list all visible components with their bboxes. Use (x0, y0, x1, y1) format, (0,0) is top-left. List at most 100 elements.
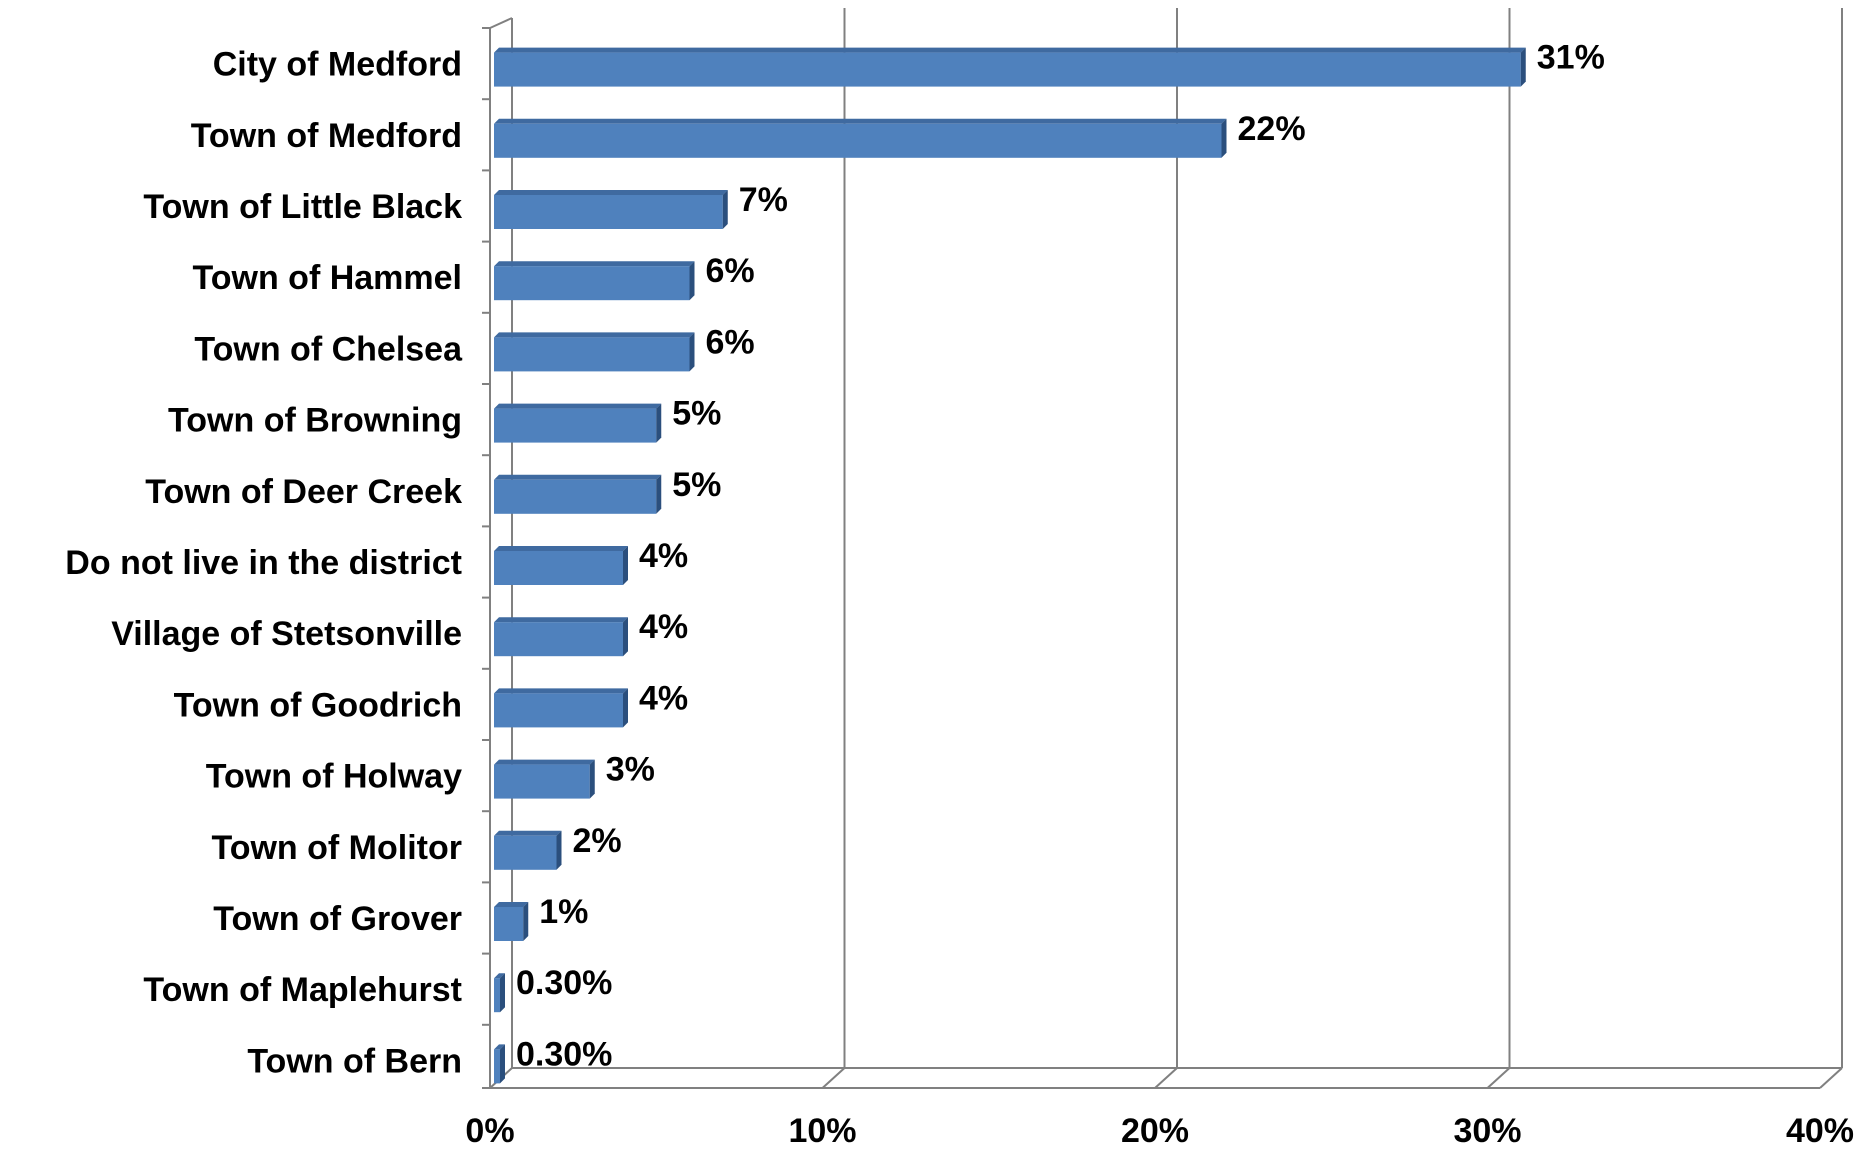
bar-side-face (623, 617, 628, 657)
category-label: Town of Chelsea (194, 330, 463, 368)
bar-front-face (494, 52, 1521, 87)
bar (494, 688, 628, 728)
bar-front-face (494, 693, 623, 728)
bar-front-face (494, 764, 590, 799)
data-label: 7% (739, 181, 788, 219)
data-label: 3% (606, 751, 655, 789)
bar-top-face (494, 47, 1526, 53)
bar (494, 190, 728, 229)
data-label: 31% (1537, 39, 1605, 77)
data-label: 0.30% (516, 964, 612, 1002)
bar (494, 830, 562, 870)
bar-side-face (589, 759, 595, 799)
data-label: 6% (706, 323, 755, 361)
bar-side-face (500, 1044, 505, 1084)
data-label: 2% (573, 822, 622, 860)
category-label: Town of Grover (213, 900, 462, 938)
bar-front-face (494, 551, 623, 585)
bar-front-face (494, 266, 690, 301)
x-tick-label: 20% (1121, 1112, 1189, 1150)
bar-top-face (494, 546, 628, 551)
bar-top-face (494, 261, 695, 267)
bar (494, 474, 662, 514)
bar-top-face (494, 830, 562, 836)
bar-front-face (494, 195, 723, 229)
category-label: Town of Little Black (143, 188, 462, 226)
bar-top-face (494, 973, 505, 979)
bar (494, 118, 1227, 158)
data-label: 22% (1238, 110, 1306, 148)
labels: 0% 10% 20% 30% 40% 31% City of Medford 22% Town … (65, 39, 1854, 1150)
bar-top-face (494, 332, 695, 338)
bar (494, 973, 505, 1013)
bar-front-face (494, 1049, 500, 1084)
category-label: Village of Stetsonville (111, 615, 462, 653)
bar (494, 759, 595, 799)
floor-diagonal (1486, 1067, 1511, 1089)
category-label: City of Medford (213, 46, 462, 84)
bar (494, 47, 1526, 87)
bar (494, 1044, 505, 1084)
bar-side-face (623, 688, 628, 728)
bar-top-face (494, 474, 662, 480)
category-label: Do not live in the district (65, 544, 462, 582)
bar-top-face (494, 688, 628, 694)
bar-side-face (689, 332, 695, 372)
category-label: Town of Medford (191, 117, 462, 155)
bar (494, 546, 628, 585)
category-label: Town of Browning (168, 402, 462, 440)
bar (494, 403, 662, 443)
bar-side-face (523, 902, 529, 941)
bar-top-face (494, 617, 628, 623)
bar-front-face (494, 835, 557, 870)
bar-side-face (689, 261, 695, 301)
data-label: 5% (672, 395, 721, 433)
category-label: Town of Hammel (193, 259, 463, 297)
bar-side-face (656, 403, 662, 443)
bar-side-face (623, 546, 628, 585)
bar-side-face (500, 973, 505, 1013)
bar-front-face (494, 408, 657, 443)
bar-front-face (494, 479, 657, 514)
bar-top-face (494, 403, 662, 409)
data-label: 4% (639, 679, 688, 717)
bar-front-face (494, 337, 690, 372)
bar-front-face (494, 622, 623, 657)
y-axis-top-diagonal (489, 17, 513, 29)
data-label: 6% (706, 252, 755, 290)
bar (494, 902, 529, 941)
category-label: Town of Deer Creek (145, 473, 462, 511)
bar-top-face (494, 1044, 505, 1050)
data-label: 5% (672, 466, 721, 504)
category-label: Town of Goodrich (174, 686, 462, 724)
x-tick-label: 0% (465, 1112, 514, 1150)
floor-diagonal (1819, 1067, 1843, 1089)
bar-front-face (494, 978, 500, 1013)
data-label: 0.30% (516, 1035, 612, 1073)
x-tick-label: 30% (1453, 1112, 1521, 1150)
bar (494, 261, 695, 301)
gridlines (482, 8, 1843, 1089)
x-tick-label: 10% (788, 1112, 856, 1150)
data-label: 1% (539, 893, 588, 931)
bar-side-face (722, 190, 728, 229)
bar-side-face (1520, 47, 1526, 87)
bar-top-face (494, 759, 595, 765)
bar-top-face (494, 902, 529, 907)
bar (494, 332, 695, 372)
x-tick-label: 40% (1786, 1112, 1854, 1150)
bar-side-face (656, 474, 662, 514)
floor-diagonal (821, 1067, 846, 1089)
category-label: Town of Molitor (211, 829, 462, 867)
bar-side-face (1221, 118, 1227, 158)
bar-top-face (494, 118, 1227, 124)
bar-front-face (494, 123, 1222, 158)
bars (494, 47, 1526, 1084)
category-label: Town of Bern (247, 1042, 462, 1080)
bar-front-face (494, 907, 524, 941)
category-label: Town of Maplehurst (143, 971, 462, 1009)
category-label: Town of Holway (206, 758, 462, 796)
data-label: 4% (639, 608, 688, 646)
